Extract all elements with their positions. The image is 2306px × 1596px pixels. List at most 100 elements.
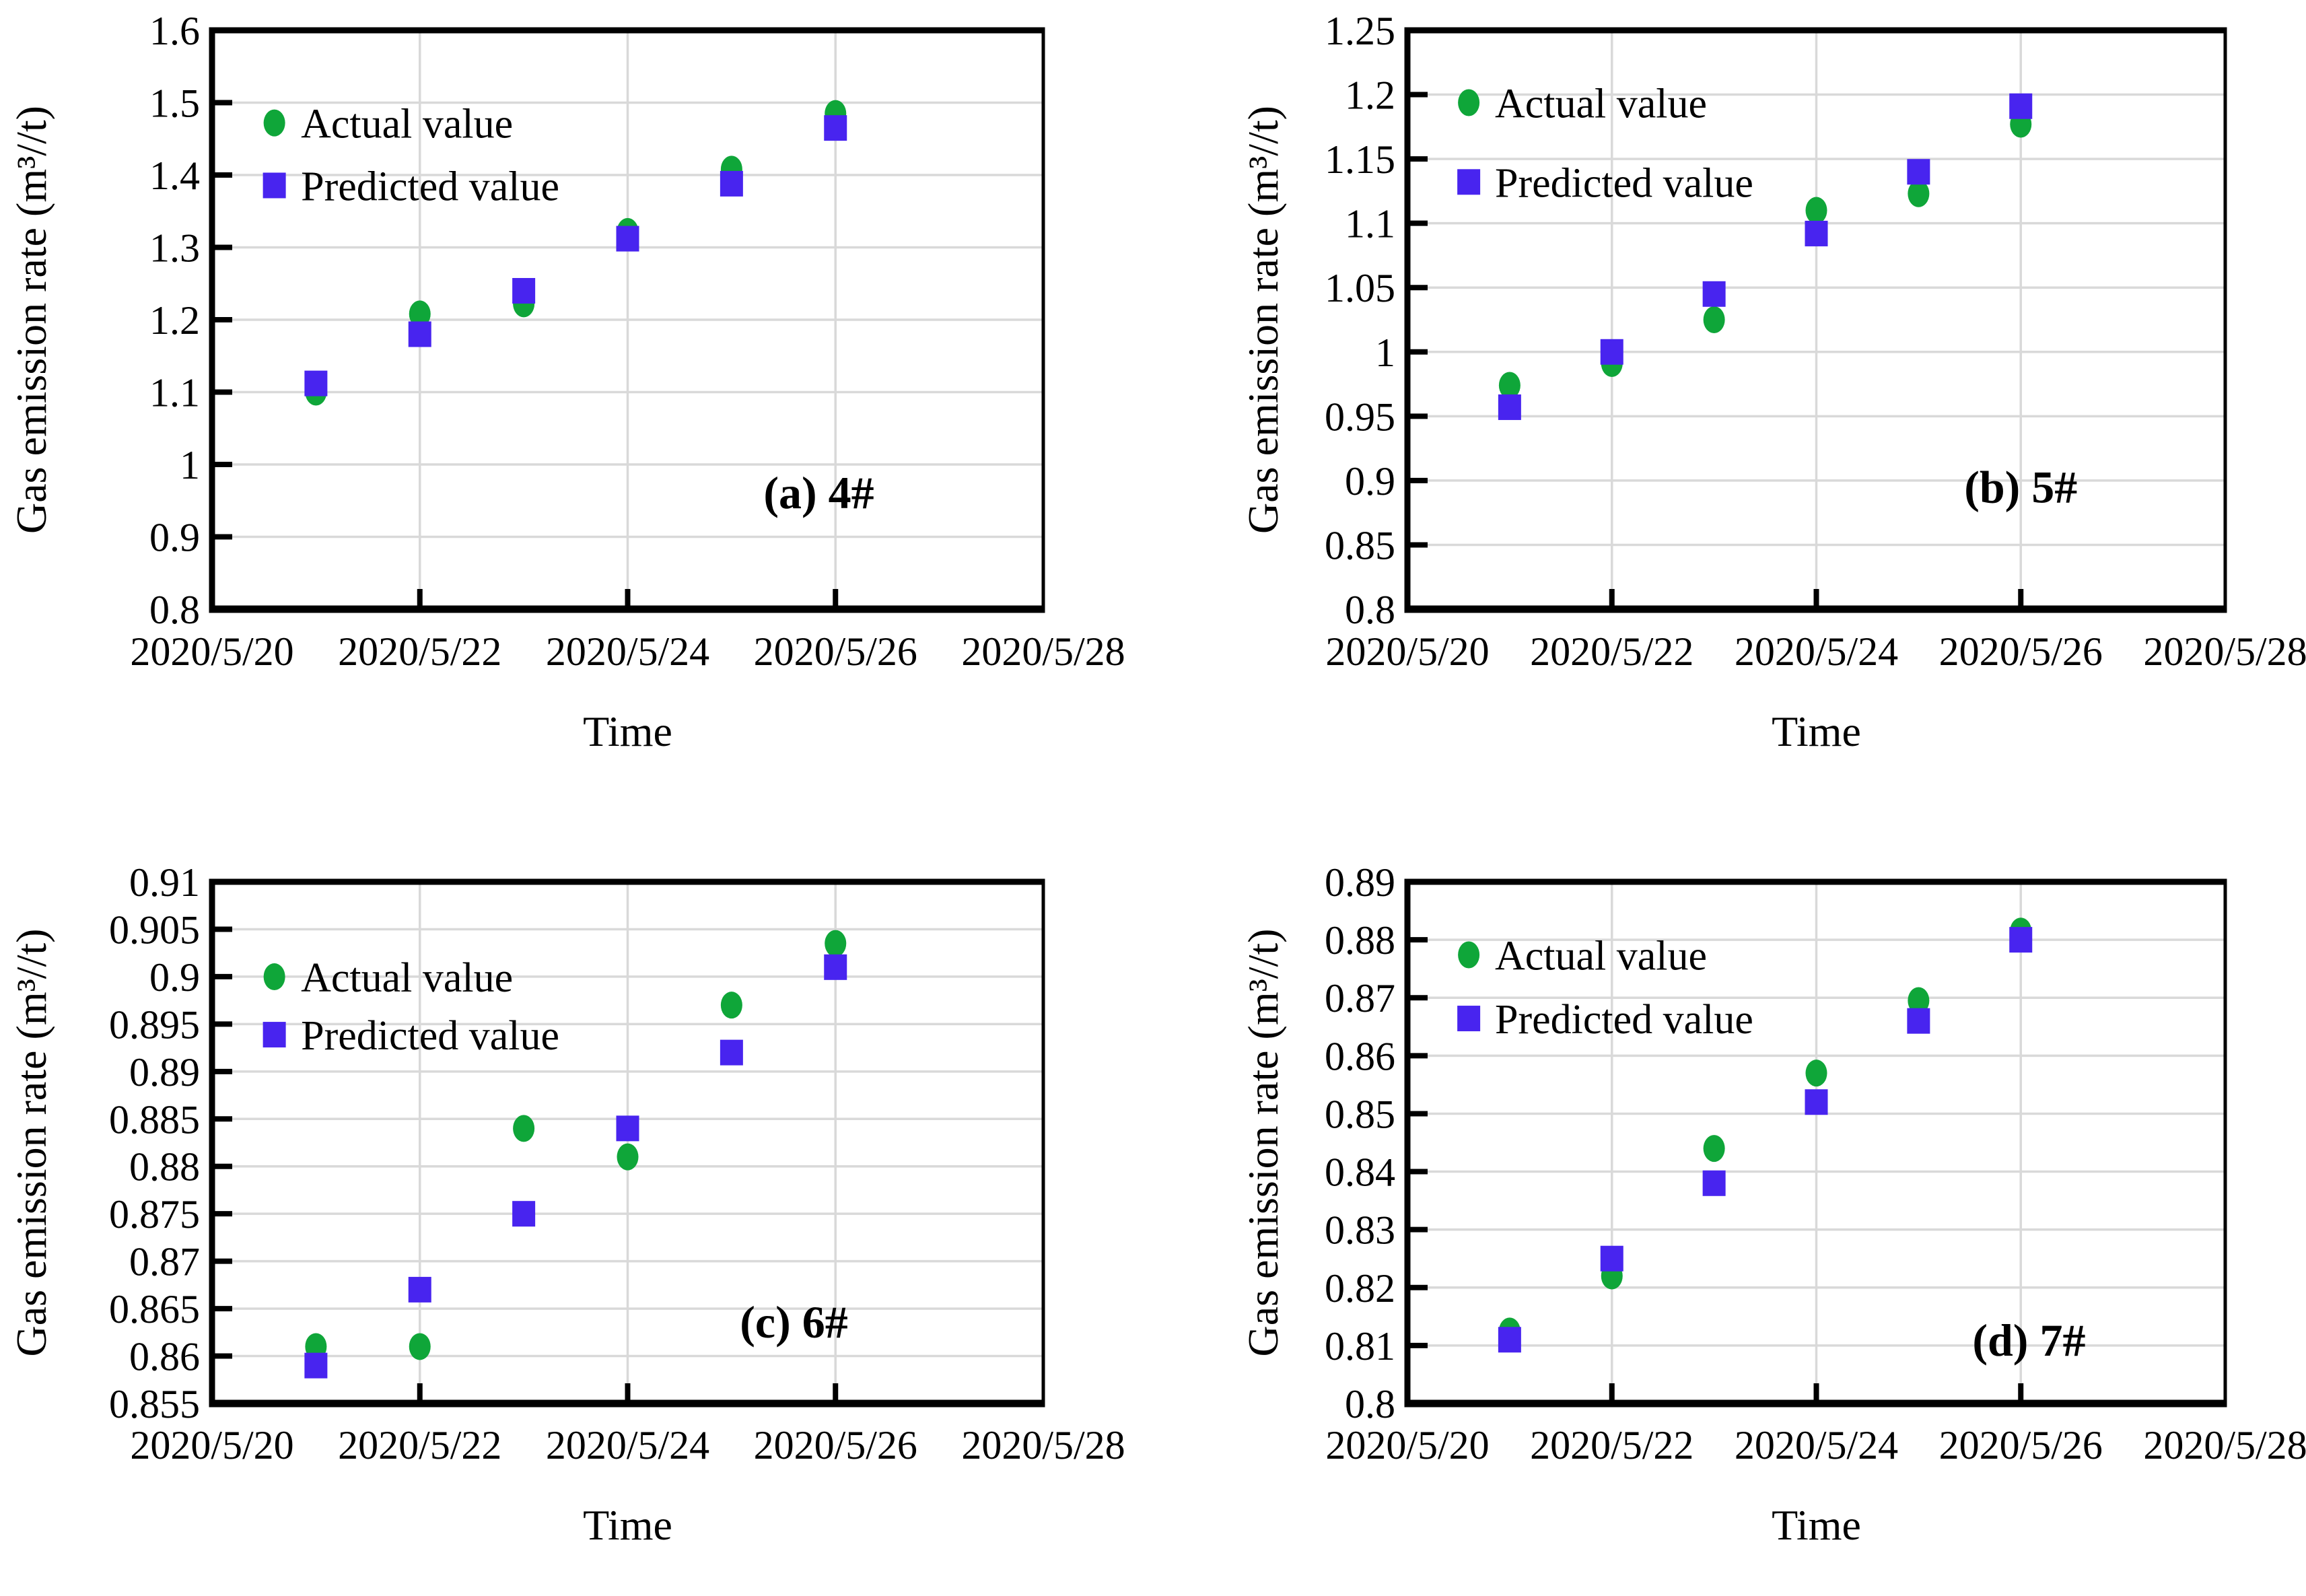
y-tick-label: 0.9 xyxy=(149,516,200,560)
legend-predicted-square-icon xyxy=(263,1022,286,1048)
y-tick-label: 0.87 xyxy=(129,1240,200,1284)
y-tick-label: 0.81 xyxy=(1325,1324,1395,1368)
predicted-marker xyxy=(512,278,536,304)
legend-predicted-label: Predicted value xyxy=(1495,997,1753,1043)
x-tick-label: 2020/5/22 xyxy=(1530,1423,1693,1467)
chart-c-svg: 0.8550.860.8650.870.8750.880.8850.890.89… xyxy=(7,860,1125,1549)
y-tick-label: 0.95 xyxy=(1325,394,1395,439)
actual-marker xyxy=(409,1333,431,1360)
predicted-marker xyxy=(616,1115,639,1142)
x-tick-label: 2020/5/26 xyxy=(754,1423,917,1467)
predicted-marker xyxy=(1907,1008,1930,1034)
x-tick-label: 2020/5/26 xyxy=(1939,629,2103,674)
y-tick-label: 0.8 xyxy=(149,588,200,632)
x-tick-label: 2020/5/20 xyxy=(130,1423,293,1467)
y-tick-label: 0.82 xyxy=(1325,1266,1395,1311)
predicted-marker xyxy=(720,1039,743,1066)
y-tick-label: 0.8 xyxy=(1345,1382,1395,1426)
legend-actual-label: Actual value xyxy=(1495,934,1707,979)
x-tick-label: 2020/5/22 xyxy=(338,1423,501,1467)
x-tick-label: 2020/5/24 xyxy=(1735,1423,1898,1467)
y-tick-label: 0.83 xyxy=(1325,1208,1395,1253)
y-tick-label: 1 xyxy=(1375,331,1395,375)
y-tick-label: 0.885 xyxy=(109,1097,200,1142)
y-tick-label: 0.84 xyxy=(1325,1150,1395,1195)
predicted-marker xyxy=(1805,220,1828,246)
predicted-marker xyxy=(1498,394,1521,420)
y-axis-title: Gas emission rate (m³//t) xyxy=(1239,106,1287,534)
legend-predicted-square-icon xyxy=(1457,169,1481,195)
actual-marker xyxy=(1805,1060,1827,1087)
legend-actual-circle-icon xyxy=(263,109,285,137)
x-tick-label: 2020/5/26 xyxy=(754,629,917,674)
x-tick-label: 2020/5/24 xyxy=(1735,629,1898,674)
y-tick-label: 0.85 xyxy=(1325,1092,1395,1136)
y-tick-label: 0.895 xyxy=(109,1002,200,1047)
y-tick-label: 1.1 xyxy=(1345,202,1395,246)
predicted-marker xyxy=(408,1276,431,1303)
predicted-marker xyxy=(1907,159,1930,185)
predicted-marker xyxy=(616,225,639,252)
x-tick-label: 2020/5/26 xyxy=(1939,1423,2103,1467)
y-tick-label: 1.25 xyxy=(1325,9,1395,53)
chart-b-svg: 0.8 0.85 0.9 0.95 1 1.05 1.1 1.15 1.2 1.25 2020/5/… xyxy=(1239,9,2306,755)
legend-actual-circle-icon xyxy=(1458,941,1480,969)
legend-actual-label: Actual value xyxy=(301,955,513,1001)
predicted-marker xyxy=(1600,1245,1623,1272)
x-tick-label: 2020/5/22 xyxy=(338,629,501,674)
y-tick-label: 0.905 xyxy=(109,907,200,952)
legend-predicted-label: Predicted value xyxy=(301,164,559,209)
legend-actual-circle-icon xyxy=(1458,89,1480,116)
x-tick-label: 2020/5/20 xyxy=(130,629,293,674)
y-tick-label: 1.3 xyxy=(149,226,200,271)
actual-marker xyxy=(409,300,431,328)
actual-marker xyxy=(1703,306,1725,333)
predicted-marker xyxy=(2009,927,2033,953)
predicted-marker xyxy=(1702,281,1726,307)
actual-marker xyxy=(617,1143,639,1171)
predicted-marker xyxy=(1600,339,1623,365)
legend-actual-label: Actual value xyxy=(1495,81,1707,127)
panel-annotation: (c) 6# xyxy=(740,1296,847,1348)
chart-a-svg: 0.8 0.9 1 1.1 1.2 1.3 1.4 1.5 1.6 2020/5/20 2020/5… xyxy=(7,9,1125,755)
panel-annotation: (a) 4# xyxy=(763,467,874,518)
y-tick-label: 0.865 xyxy=(109,1287,200,1331)
legend-actual-circle-icon xyxy=(263,963,285,991)
predicted-marker xyxy=(824,954,847,980)
y-tick-label: 0.9 xyxy=(1345,459,1395,504)
x-tick-label: 2020/5/20 xyxy=(1325,629,1489,674)
actual-marker xyxy=(1703,1135,1725,1163)
actual-marker xyxy=(1805,197,1827,224)
y-tick-label: 0.89 xyxy=(1325,860,1395,905)
y-tick-label: 0.91 xyxy=(129,860,200,905)
legend-actual-label: Actual value xyxy=(301,102,513,147)
x-tick-label: 2020/5/28 xyxy=(2143,629,2306,674)
x-axis-title: Time xyxy=(583,707,672,755)
y-tick-label: 0.86 xyxy=(129,1335,200,1379)
predicted-marker xyxy=(1702,1170,1726,1196)
actual-marker xyxy=(1498,372,1521,399)
actual-marker xyxy=(720,992,742,1019)
predicted-marker xyxy=(720,170,743,197)
panel-annotation: (d) 7# xyxy=(1972,1315,2085,1366)
y-tick-label: 1.05 xyxy=(1325,266,1395,310)
actual-marker xyxy=(825,930,847,957)
x-axis-title: Time xyxy=(1772,707,1861,755)
y-tick-label: 1.2 xyxy=(1345,73,1395,118)
y-axis-title: Gas emission rate (m³//t) xyxy=(1239,929,1287,1357)
panel-annotation: (b) 5# xyxy=(1964,461,2077,512)
actual-marker xyxy=(513,1115,535,1142)
x-tick-label: 2020/5/22 xyxy=(1530,629,1693,674)
predicted-marker xyxy=(824,115,847,141)
y-tick-label: 0.87 xyxy=(1325,976,1395,1020)
x-tick-label: 2020/5/28 xyxy=(961,1423,1125,1467)
predicted-marker xyxy=(408,321,431,347)
actual-marker xyxy=(1908,180,1930,207)
legend-predicted-label: Predicted value xyxy=(1495,160,1753,206)
predicted-marker xyxy=(2009,93,2033,119)
predicted-marker xyxy=(304,1352,328,1379)
y-tick-label: 1.6 xyxy=(149,9,200,53)
y-tick-label: 0.855 xyxy=(109,1382,200,1426)
x-tick-label: 2020/5/24 xyxy=(546,629,709,674)
y-axis-title: Gas emission rate (m³//t) xyxy=(7,929,55,1357)
